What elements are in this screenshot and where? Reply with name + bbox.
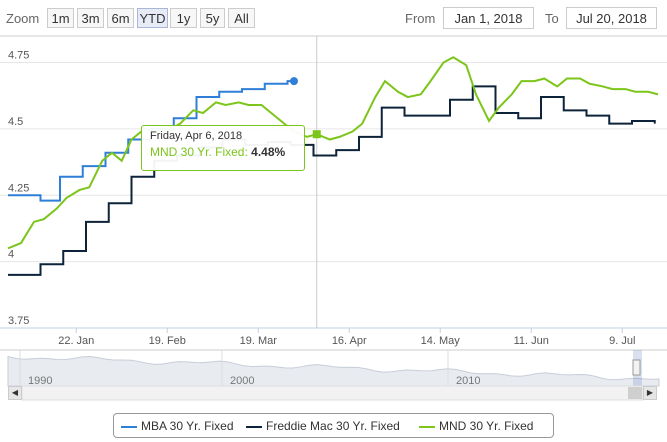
y-tick-label: 3.75 xyxy=(8,315,29,327)
scroll-left-button[interactable]: ◀ xyxy=(8,386,22,400)
legend-item-mnd[interactable]: MND 30 Yr. Fixed xyxy=(419,419,533,433)
series-end-marker-mba xyxy=(290,77,298,86)
navigator-year-label: 1990 xyxy=(28,375,52,387)
scroll-right-button[interactable]: ▶ xyxy=(643,386,657,400)
to-date-input[interactable]: Jul 20, 2018 xyxy=(566,7,657,29)
tooltip-value: 4.48% xyxy=(251,145,286,159)
legend-line-icon xyxy=(246,425,262,428)
rates-chart: 3.75 4 4.25 4.5 4.75 22. Jan 19. Feb 19. Mar 16… xyxy=(0,35,667,401)
legend-item-mba[interactable]: MBA 30 Yr. Fixed xyxy=(121,419,234,433)
chart-legend: MBA 30 Yr. Fixed Freddie Mac 30 Yr. Fixe… xyxy=(113,413,554,438)
series-line-mnd xyxy=(7,56,659,250)
x-tick-label: 19. Feb xyxy=(149,335,186,347)
x-tick-label: 9. Jul xyxy=(609,335,635,347)
data-tooltip: Friday, Apr 6, 2018 MND 30 Yr. Fixed: 4.… xyxy=(141,125,305,171)
x-tick-label: 16. Apr xyxy=(332,335,367,347)
zoom-5y-button[interactable]: 5y xyxy=(200,8,225,28)
legend-label-mnd: MND 30 Yr. Fixed xyxy=(439,419,534,433)
zoom-all-button[interactable]: All xyxy=(228,8,255,28)
legend-item-freddie[interactable]: Freddie Mac 30 Yr. Fixed xyxy=(246,419,400,433)
navigator-area xyxy=(7,355,660,387)
legend-label-freddie: Freddie Mac 30 Yr. Fixed xyxy=(266,419,400,433)
from-date-input[interactable]: Jan 1, 2018 xyxy=(443,7,534,29)
y-tick-label: 4 xyxy=(8,249,14,261)
x-tick-label: 22. Jan xyxy=(58,335,94,347)
zoom-label: Zoom xyxy=(6,11,40,26)
highlight-point-mnd xyxy=(312,130,321,139)
to-label: To xyxy=(545,11,559,26)
scrollbar-track xyxy=(21,385,644,401)
navigator-year-label: 2000 xyxy=(230,375,254,387)
y-tick-label: 4.25 xyxy=(8,182,29,194)
zoom-1m-button[interactable]: 1m xyxy=(47,8,74,28)
series-line-freddie xyxy=(8,85,656,276)
zoom-6m-button[interactable]: 6m xyxy=(107,8,134,28)
navigator-handle xyxy=(632,359,641,376)
from-label: From xyxy=(405,11,436,26)
legend-label-mba: MBA 30 Yr. Fixed xyxy=(141,419,234,433)
zoom-3m-button[interactable]: 3m xyxy=(77,8,104,28)
navigator-year-label: 2010 xyxy=(456,375,480,387)
zoom-ytd-button[interactable]: YTD xyxy=(137,8,168,28)
x-tick-label: 19. Mar xyxy=(240,335,278,347)
y-tick-label: 4.75 xyxy=(8,50,29,62)
scrollbar-thumb xyxy=(628,387,642,399)
y-tick-label: 4.5 xyxy=(8,116,23,128)
tooltip-series-name: MND 30 Yr. Fixed xyxy=(150,145,245,159)
tooltip-date: Friday, Apr 6, 2018 xyxy=(150,130,243,142)
legend-line-icon xyxy=(419,425,435,428)
tooltip-separator: : xyxy=(244,145,248,159)
x-tick-label: 11. Jun xyxy=(514,335,549,347)
x-tick-label: 14. May xyxy=(421,335,461,347)
zoom-1y-button[interactable]: 1y xyxy=(170,8,197,28)
legend-line-icon xyxy=(121,425,137,428)
